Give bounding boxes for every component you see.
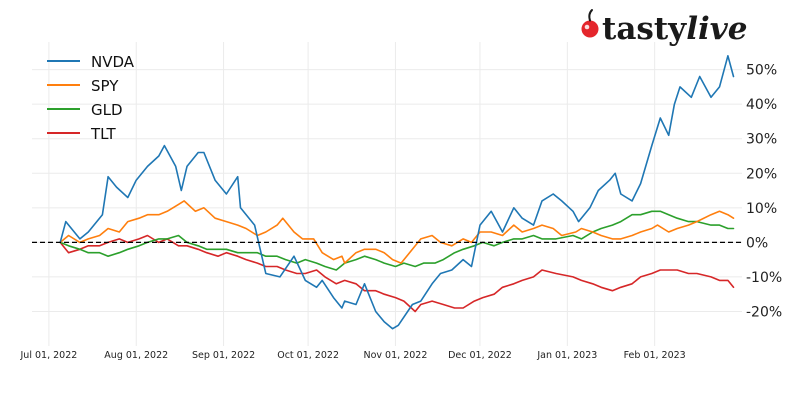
y-tick-label: -20% bbox=[746, 304, 782, 320]
legend-item-spy: SPY bbox=[47, 77, 119, 95]
logo-text-italic: live bbox=[686, 11, 747, 47]
x-axis-ticks: Jul 01, 2022 Aug 01, 2022 Sep 01, 2022 Oct … bbox=[20, 350, 686, 361]
legend-label: SPY bbox=[91, 77, 119, 95]
legend-label: GLD bbox=[91, 101, 123, 119]
y-tick-label: -10% bbox=[746, 270, 782, 286]
y-axis-ticks: 50% 40% 30% 20% 10% 0% -10% -20% bbox=[746, 63, 782, 321]
series-line-tlt bbox=[59, 234, 735, 313]
x-tick-label: Dec 01, 2022 bbox=[448, 350, 512, 361]
x-tick-label: Jul 01, 2022 bbox=[20, 350, 78, 361]
series-line-spy bbox=[59, 200, 735, 264]
series-line-nvda bbox=[59, 55, 735, 330]
logo-text-regular: tasty bbox=[602, 11, 687, 47]
legend-item-gld: GLD bbox=[47, 101, 123, 119]
tastylive-logo: tastylive bbox=[581, 9, 748, 47]
y-tick-label: 10% bbox=[746, 201, 777, 217]
legend-item-tlt: TLT bbox=[47, 125, 116, 143]
series-line-gld bbox=[59, 210, 735, 271]
x-tick-label: Oct 01, 2022 bbox=[277, 350, 339, 361]
y-tick-label: 0% bbox=[746, 235, 768, 251]
x-tick-label: Sep 01, 2022 bbox=[192, 350, 255, 361]
x-tick-label: Feb 01, 2023 bbox=[624, 350, 686, 361]
x-tick-label: Aug 01, 2022 bbox=[104, 350, 168, 361]
y-tick-label: 50% bbox=[746, 63, 777, 79]
y-tick-label: 40% bbox=[746, 97, 777, 113]
legend-item-nvda: NVDA bbox=[47, 53, 135, 71]
y-tick-label: 20% bbox=[746, 166, 777, 182]
tomato-icon bbox=[581, 9, 599, 38]
x-tick-label: Nov 01, 2022 bbox=[364, 350, 428, 361]
y-tick-label: 30% bbox=[746, 132, 777, 148]
logo-wordmark: tastylive bbox=[602, 11, 748, 47]
legend-label: NVDA bbox=[91, 53, 135, 71]
x-tick-label: Jan 01, 2023 bbox=[536, 350, 597, 361]
legend: NVDA SPY GLD TLT bbox=[47, 53, 135, 143]
legend-label: TLT bbox=[90, 125, 116, 143]
series-lines bbox=[59, 55, 735, 330]
